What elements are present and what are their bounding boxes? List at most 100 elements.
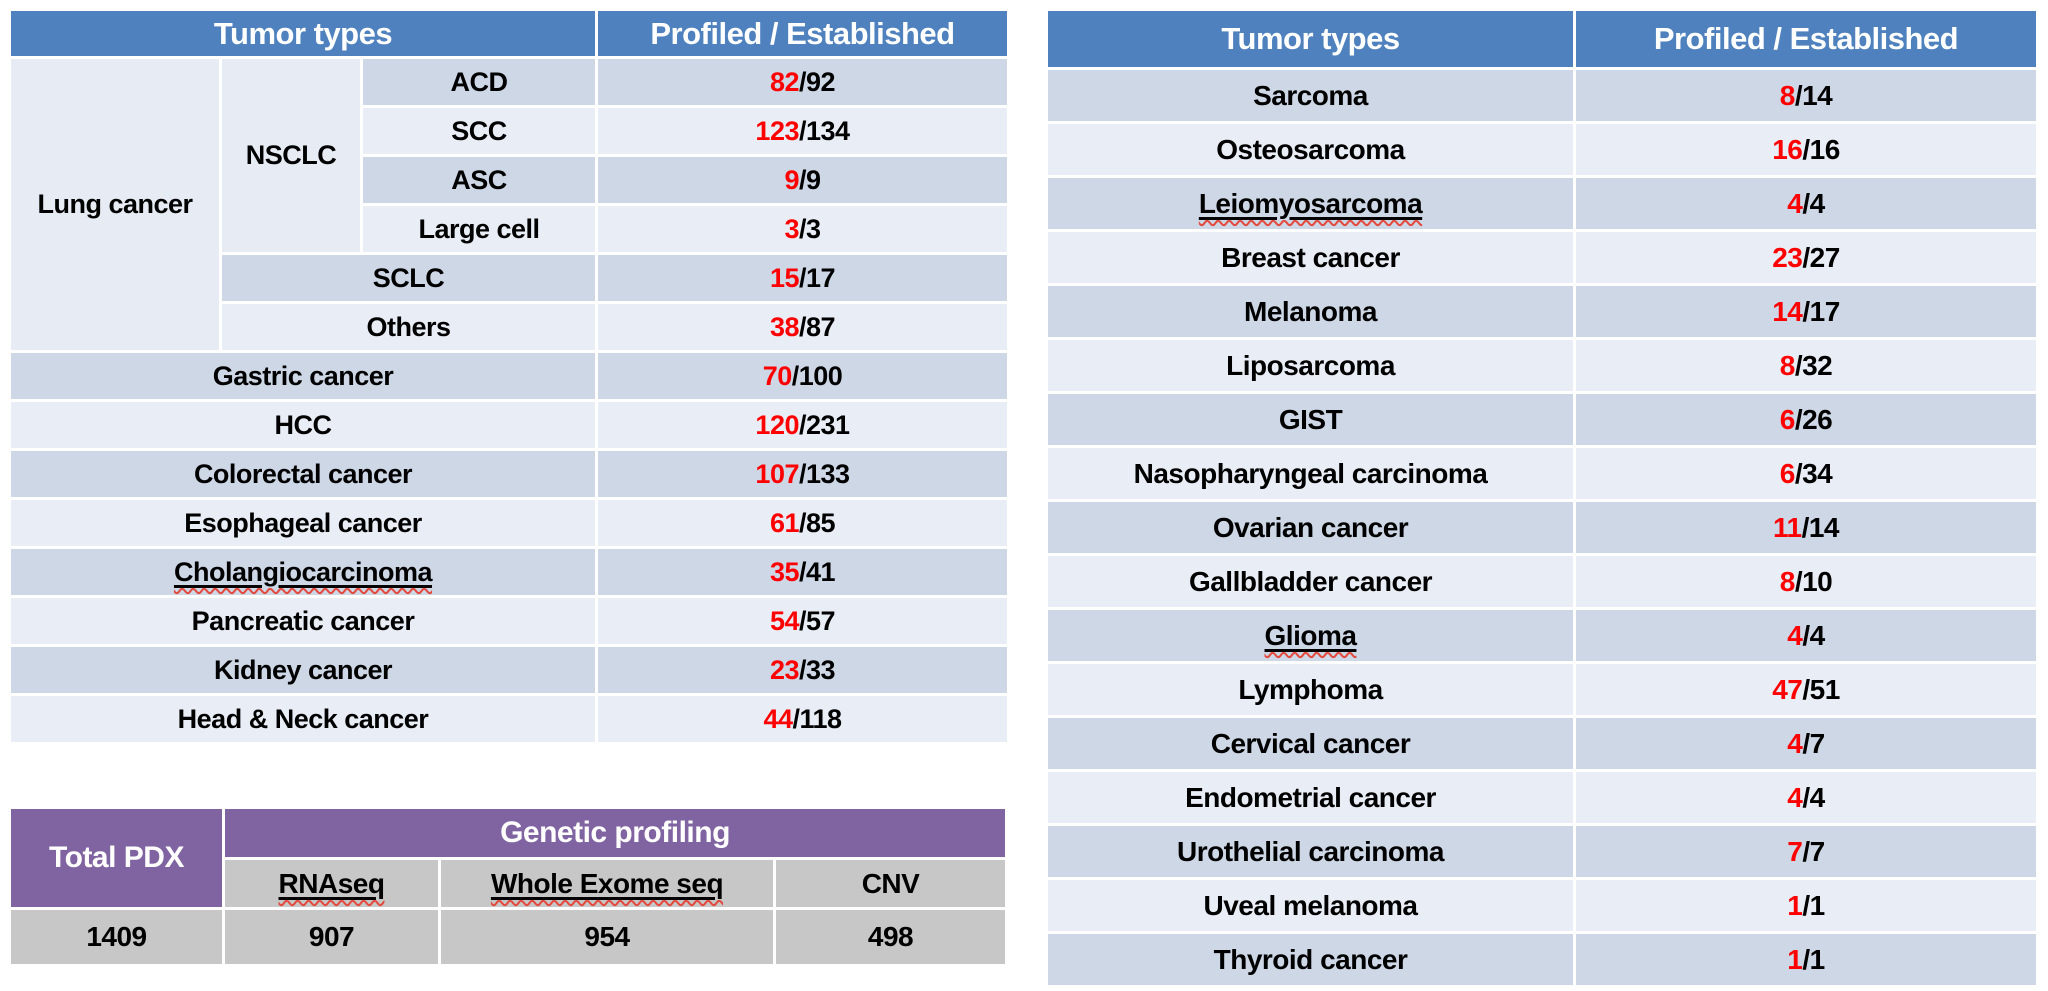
summary-subheader-row: RNAseq Whole Exome seq CNV <box>11 860 1005 907</box>
tumor-type-label: Ovarian cancer <box>1212 511 1409 543</box>
left-table-header-row: Tumor types Profiled / Established <box>11 11 1007 56</box>
tumor-type-label: Endometrial cancer <box>1185 781 1436 813</box>
table-row: Cervical cancer 4/7 <box>1048 718 2036 769</box>
table-row: HCC 120/231 <box>11 402 1007 448</box>
profiled-count: 1 <box>1787 889 1803 921</box>
established-count: 4 <box>1809 781 1826 813</box>
value-cell: 38/87 <box>598 304 1007 350</box>
tumor-type-cell: Colorectal cancer <box>11 451 595 497</box>
table-row: Cholangiocarcinoma 35/41 <box>11 549 1007 595</box>
table-row: Gallbladder cancer 8/10 <box>1048 556 2036 607</box>
tumor-type-cell: Thyroid cancer <box>1048 934 1573 985</box>
tumor-type-cell: Cervical cancer <box>1048 718 1573 769</box>
established-count: 85 <box>806 507 836 538</box>
tumor-type-cell: SCC <box>363 108 595 154</box>
value-separator: / <box>1802 133 1810 165</box>
profiled-count: 6 <box>1779 457 1796 489</box>
tumor-type-cell: Uveal melanoma <box>1048 880 1573 931</box>
value-separator: / <box>798 115 807 146</box>
profiled-count: 14 <box>1772 295 1803 327</box>
profiled-count: 7 <box>1787 835 1803 867</box>
value-separator: / <box>798 213 807 244</box>
profiled-count: 4 <box>1787 187 1803 219</box>
value-separator: / <box>1802 187 1810 219</box>
established-count: 118 <box>799 703 843 734</box>
value-cell: 47/51 <box>1576 664 2036 715</box>
value-separator: / <box>1802 295 1810 327</box>
total-pdx-value-cell: 1409 <box>11 910 222 964</box>
value-cell: 15/17 <box>598 255 1007 301</box>
established-count: 51 <box>1809 673 1841 705</box>
tumor-type-cell: Esophageal cancer <box>11 500 595 546</box>
established-count: 27 <box>1809 241 1841 273</box>
table-row: Ovarian cancer 11/14 <box>1048 502 2036 553</box>
established-count: 26 <box>1802 403 1833 435</box>
rnaseq-label: RNAseq <box>278 867 385 899</box>
tumor-type-label-wrap: GIST <box>1279 404 1343 435</box>
profiled-count: 120 <box>755 409 799 440</box>
value-cell: 120/231 <box>598 402 1007 448</box>
tumor-type-label-wrap: Osteosarcoma <box>1216 134 1405 165</box>
established-count: 9 <box>806 164 821 195</box>
tumor-type-label-wrap: Kidney cancer <box>213 654 393 685</box>
profiled-count: 3 <box>784 213 799 244</box>
established-count: 32 <box>1802 349 1833 381</box>
table-row: Melanoma 14/17 <box>1048 286 2036 337</box>
established-count: 16 <box>1809 133 1841 165</box>
table-row: Head & Neck cancer 44/118 <box>11 696 1007 742</box>
tumor-type-label-wrap: Glioma <box>1265 620 1357 651</box>
value-cell: 4/4 <box>1576 772 2036 823</box>
value-cell: 8/32 <box>1576 340 2036 391</box>
tumor-type-label-wrap: Cervical cancer <box>1211 728 1411 759</box>
value-separator: / <box>1794 403 1803 435</box>
profiled-count: 35 <box>769 556 800 587</box>
right-tumor-table: Tumor types Profiled / Established Sarco… <box>1045 8 2039 988</box>
profiled-count: 107 <box>755 458 799 489</box>
established-count: 87 <box>806 311 836 342</box>
table-row: Glioma 4/4 <box>1048 610 2036 661</box>
profiled-count: 38 <box>769 311 800 342</box>
tumor-type-cell: Nasopharyngeal carcinoma <box>1048 448 1573 499</box>
rnaseq-value-cell: 907 <box>225 910 438 964</box>
table-row: Endometrial cancer 4/4 <box>1048 772 2036 823</box>
value-cell: 7/7 <box>1576 826 2036 877</box>
tumor-type-label-wrap: Colorectal cancer <box>194 459 413 489</box>
tumor-type-cell: Breast cancer <box>1048 232 1573 283</box>
tumor-type-label-wrap: Ovarian cancer <box>1212 511 1409 543</box>
table-row: Osteosarcoma 16/16 <box>1048 124 2036 175</box>
value-cell: 44/118 <box>598 696 1007 742</box>
summary-values-row: 1409 907 954 498 <box>11 910 1005 964</box>
tumor-type-label: Kidney cancer <box>213 654 393 685</box>
tumor-type-label: Urothelial carcinoma <box>1177 835 1444 867</box>
tumor-type-label: Head & Neck cancer <box>177 703 429 734</box>
left-header-profiled-established: Profiled / Established <box>598 11 1007 56</box>
value-cell: 1/1 <box>1576 934 2036 985</box>
tumor-type-cell: ACD <box>363 59 595 105</box>
value-separator: / <box>1802 943 1810 975</box>
established-count: 4 <box>1809 619 1826 651</box>
value-separator: / <box>1802 781 1810 813</box>
cnv-label: CNV <box>861 867 920 899</box>
tumor-type-label-wrap: Urothelial carcinoma <box>1177 836 1444 867</box>
tumor-type-cell: Endometrial cancer <box>1048 772 1573 823</box>
profiled-count: 16 <box>1772 133 1803 165</box>
value-cell: 23/27 <box>1576 232 2036 283</box>
value-separator: / <box>798 556 807 587</box>
profiled-count: 1 <box>1787 943 1803 975</box>
tumor-type-label: Cholangiocarcinoma <box>173 556 433 587</box>
established-count: 100 <box>798 360 843 391</box>
value-separator: / <box>792 703 800 734</box>
profiled-count: 8 <box>1779 79 1796 111</box>
value-separator: / <box>1794 457 1803 489</box>
table-row: Urothelial carcinoma 7/7 <box>1048 826 2036 877</box>
tumor-type-cell: HCC <box>11 402 595 448</box>
tumor-type-label: Gallbladder cancer <box>1188 565 1433 597</box>
profiled-count: 8 <box>1779 565 1796 597</box>
genetic-profiling-header-cell: Genetic profiling <box>225 809 1005 857</box>
value-separator: / <box>1794 349 1803 381</box>
value-cell: 4/4 <box>1576 610 2036 661</box>
value-separator: / <box>791 360 800 391</box>
value-cell: 6/26 <box>1576 394 2036 445</box>
table-row: Colorectal cancer 107/133 <box>11 451 1007 497</box>
profiled-count: 44 <box>763 703 793 734</box>
